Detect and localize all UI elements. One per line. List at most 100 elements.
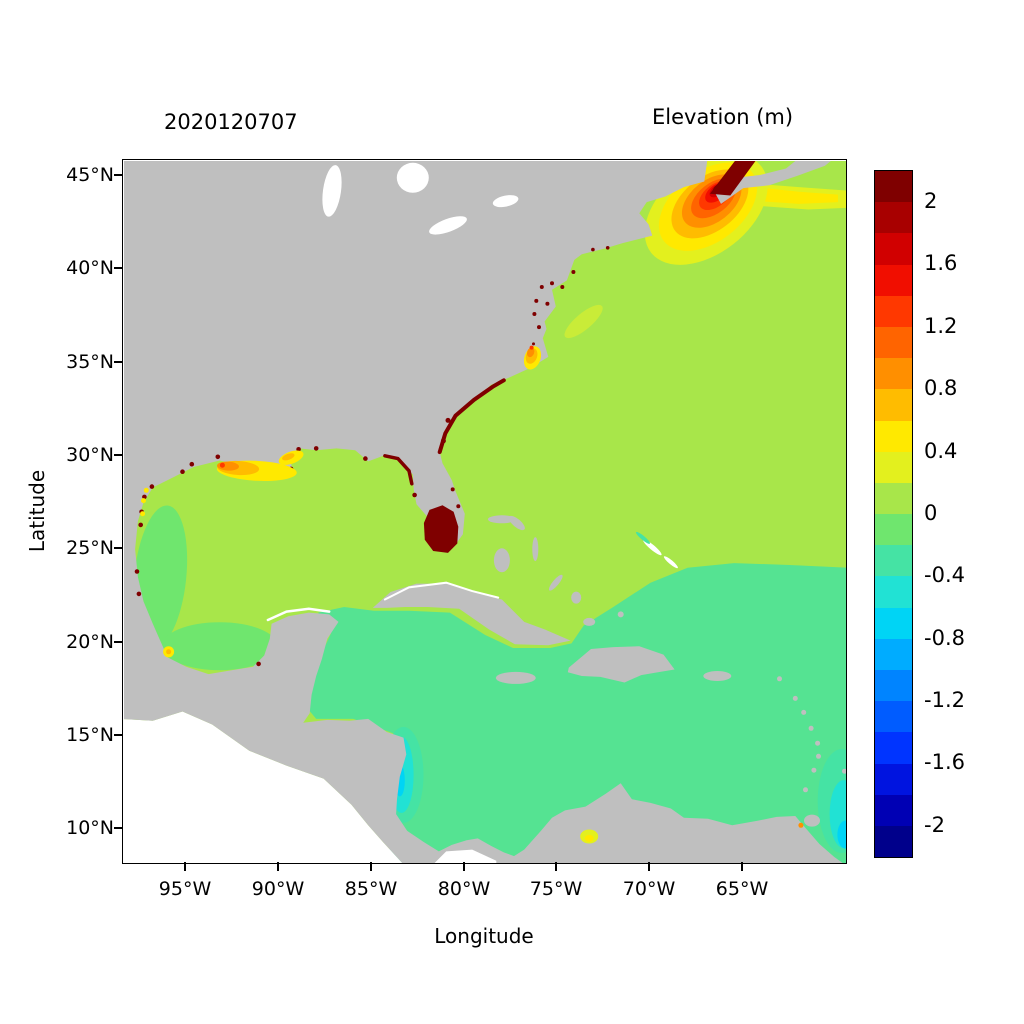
gulf-coast-speck [189, 461, 195, 467]
land-north-central-south-america [124, 161, 843, 863]
gulf-coast-speck [363, 456, 368, 461]
lake-ontario [492, 195, 519, 208]
gulf-coast-speck [296, 447, 301, 452]
southeast-coast-fringe [437, 378, 506, 455]
lake-huron [396, 162, 429, 193]
chesapeake-delaware-speck [532, 312, 537, 316]
island-jamaica [495, 671, 536, 684]
island-lesser-antilles [815, 740, 821, 746]
long-island-sound-speck [591, 247, 595, 252]
island-lesser-antilles [803, 787, 808, 793]
run-date-label: 2020120707 [164, 110, 298, 134]
north-yucatan-bank-fringe [266, 607, 331, 622]
y-tick-label: 20°N [66, 631, 114, 653]
colorbar-title: Elevation (m) [652, 105, 794, 129]
x-tick-label: 95°W [158, 878, 212, 900]
veracruz-coast-spot-core [166, 649, 172, 655]
colorbar-cell [875, 545, 912, 577]
x-tick-label: 85°W [344, 878, 398, 900]
x-axis-tick [276, 862, 279, 871]
southeast-corner-cyan [837, 820, 846, 849]
island-lesser-antilles [777, 676, 782, 682]
bahama-bank-sliver [663, 556, 678, 569]
coastal-speck [445, 417, 451, 423]
colorbar-cell [875, 482, 912, 515]
colorbar [874, 170, 913, 858]
chesapeake-delaware-speck [560, 285, 565, 289]
island-acklins [571, 591, 582, 604]
x-axis-title: Longitude [434, 924, 534, 948]
colorbar-cell [875, 607, 912, 639]
pamlico-sound-orange [526, 347, 535, 358]
y-tick-label: 35°N [66, 351, 114, 373]
gulf-coast-speck [180, 469, 185, 475]
island-hispaniola [567, 646, 675, 683]
colorbar-label: 2 [924, 189, 938, 213]
pacific-ocean-unmodeled [124, 711, 403, 863]
y-axis-tick [114, 640, 123, 643]
pamlico-sound-red [529, 345, 534, 350]
island-andros-bahamas [493, 548, 510, 573]
colorbar-cell [875, 171, 912, 203]
colorbar-cell [875, 732, 912, 764]
gulf-coast-speck [313, 446, 319, 451]
colorbar-label: 1.2 [924, 314, 958, 338]
colorbar-cell [875, 825, 912, 858]
x-tick-label: 65°W [715, 878, 769, 900]
y-axis-tick [114, 827, 123, 830]
map-plot-area [122, 159, 847, 864]
island-lesser-antilles [811, 767, 817, 773]
colorbar-label: -2 [924, 813, 945, 837]
x-axis-tick [741, 862, 744, 871]
x-tick-label: 90°W [251, 878, 305, 900]
texas-lagoon-speck [143, 487, 149, 493]
x-axis-tick [555, 862, 558, 871]
y-tick-label: 30°N [66, 444, 114, 466]
caribbean-sea-region [306, 563, 846, 863]
island-trinidad [804, 814, 820, 827]
florida-lagoon-speck [456, 504, 461, 509]
island-long-island-bahamas [548, 574, 563, 591]
y-tick-label: 15°N [66, 724, 114, 746]
x-tick-label: 75°W [529, 878, 583, 900]
island-lesser-antilles [816, 753, 821, 759]
island-inagua [583, 617, 596, 626]
y-axis-tick [114, 547, 123, 550]
x-tick-label: 70°W [622, 878, 676, 900]
orinoco-speck [798, 822, 804, 828]
scotian-shelf-band-inner [754, 187, 838, 204]
island-lesser-antilles [792, 695, 798, 701]
y-axis-tick [114, 360, 123, 363]
chesapeake-delaware-speck [534, 298, 539, 303]
coastal-speck [440, 438, 446, 444]
colorbar-label: -1.2 [924, 688, 965, 712]
gulf-coast-speck [215, 454, 221, 460]
colorbar-label: 0.4 [924, 439, 958, 463]
lake-michigan [322, 165, 342, 217]
y-axis-tick [114, 454, 123, 456]
gulf-coast-speck [256, 661, 261, 667]
colorbar-cell [875, 514, 912, 546]
gulf-coast-speck [138, 522, 143, 528]
colorbar-cell [875, 295, 912, 327]
gulf-stream-streak [564, 304, 603, 339]
lake-erie [429, 216, 467, 235]
colorbar-cell [875, 233, 912, 265]
north-cuba-bank-fringe [383, 581, 500, 601]
x-axis-tick [184, 862, 186, 871]
island-turks [617, 611, 624, 618]
colorbar-cell [875, 420, 912, 452]
elevation-map [124, 161, 846, 863]
florida-lagoon-speck [450, 487, 455, 492]
x-axis-tick [369, 862, 372, 871]
chesapeake-delaware-speck [571, 270, 576, 274]
chesapeake-delaware-speck [537, 325, 541, 330]
island-lesser-antilles [842, 768, 846, 774]
colorbar-label: 0 [924, 501, 938, 525]
colorbar-cell [875, 358, 912, 390]
maracaibo-spot-core [584, 834, 594, 842]
chesapeake-delaware-speck [545, 301, 550, 306]
chesapeake-delaware-speck [539, 285, 544, 289]
mississippi-delta-amber [282, 453, 295, 461]
y-axis-title: Latitude [25, 469, 49, 553]
